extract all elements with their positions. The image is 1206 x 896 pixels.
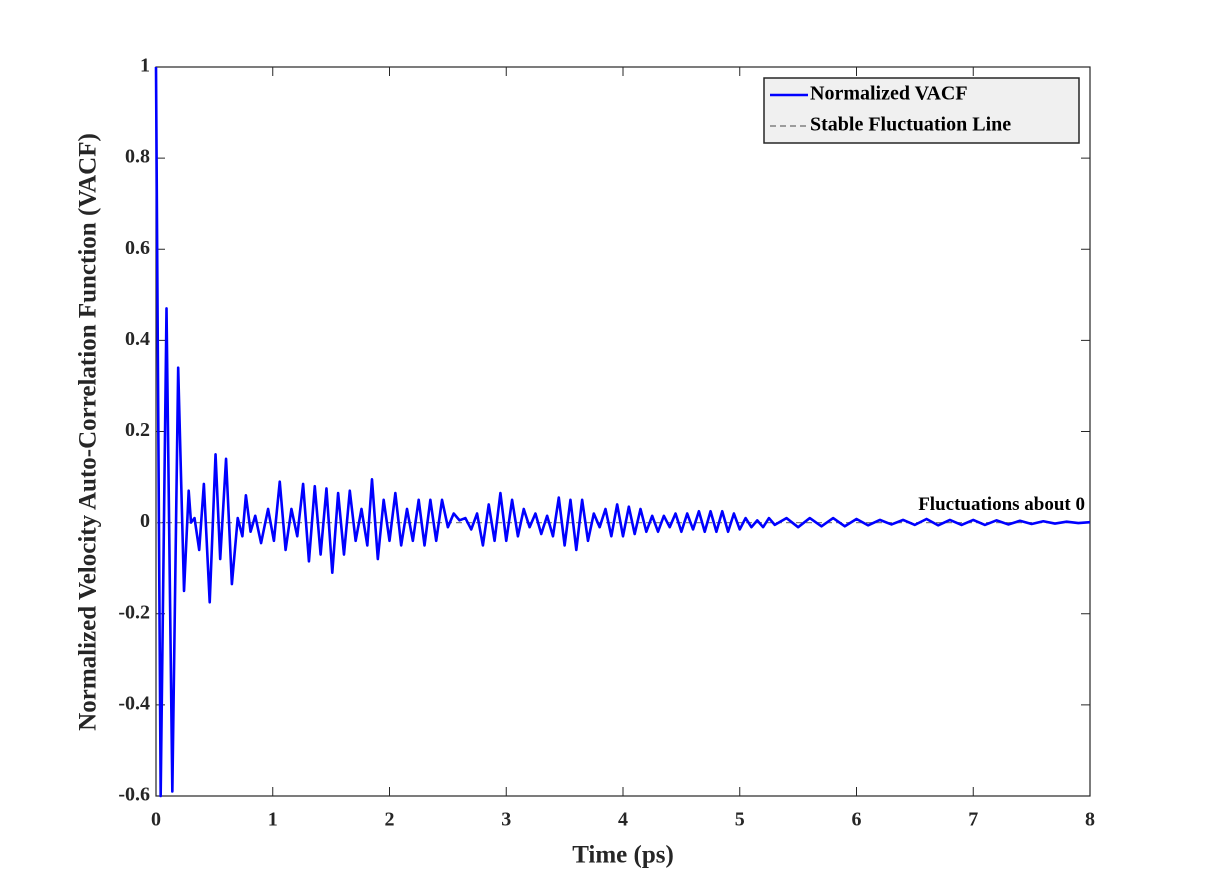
x-tick-label: 2: [385, 809, 395, 831]
x-tick-label: 3: [501, 809, 511, 831]
series-line: [154, 66, 1091, 798]
x-tick-label: 7: [968, 809, 978, 831]
x-tick-label: 4: [618, 809, 628, 831]
y-tick-label: -0.6: [118, 784, 150, 806]
legend-box: [763, 77, 1080, 144]
legend-label: Normalized VACF: [810, 83, 968, 105]
y-tick-label: 0: [140, 510, 150, 532]
y-tick-label: 0.6: [125, 237, 150, 259]
x-tick-label: 6: [852, 809, 862, 831]
x-tick-label: 5: [735, 809, 745, 831]
x-tick-label: 8: [1085, 809, 1095, 831]
y-axis-label: Normalized Velocity Auto-Correlation Fun…: [75, 133, 102, 731]
y-tick-label: -0.2: [118, 601, 150, 623]
y-tick-label: 0.8: [125, 146, 150, 168]
y-tick-label: -0.4: [118, 692, 150, 714]
y-tick-label: 0.2: [125, 419, 150, 441]
y-tick-label: 1: [140, 55, 150, 77]
x-tick-label: 0: [151, 809, 161, 831]
y-tick-label: 0.4: [125, 328, 150, 350]
x-tick-label: 1: [268, 809, 278, 831]
plot-frame: [155, 66, 1091, 797]
legend-label: Stable Fluctuation Line: [810, 114, 1011, 136]
x-axis-label: Time (ps): [572, 842, 674, 869]
annotation: Fluctuations about 0: [918, 494, 1085, 515]
